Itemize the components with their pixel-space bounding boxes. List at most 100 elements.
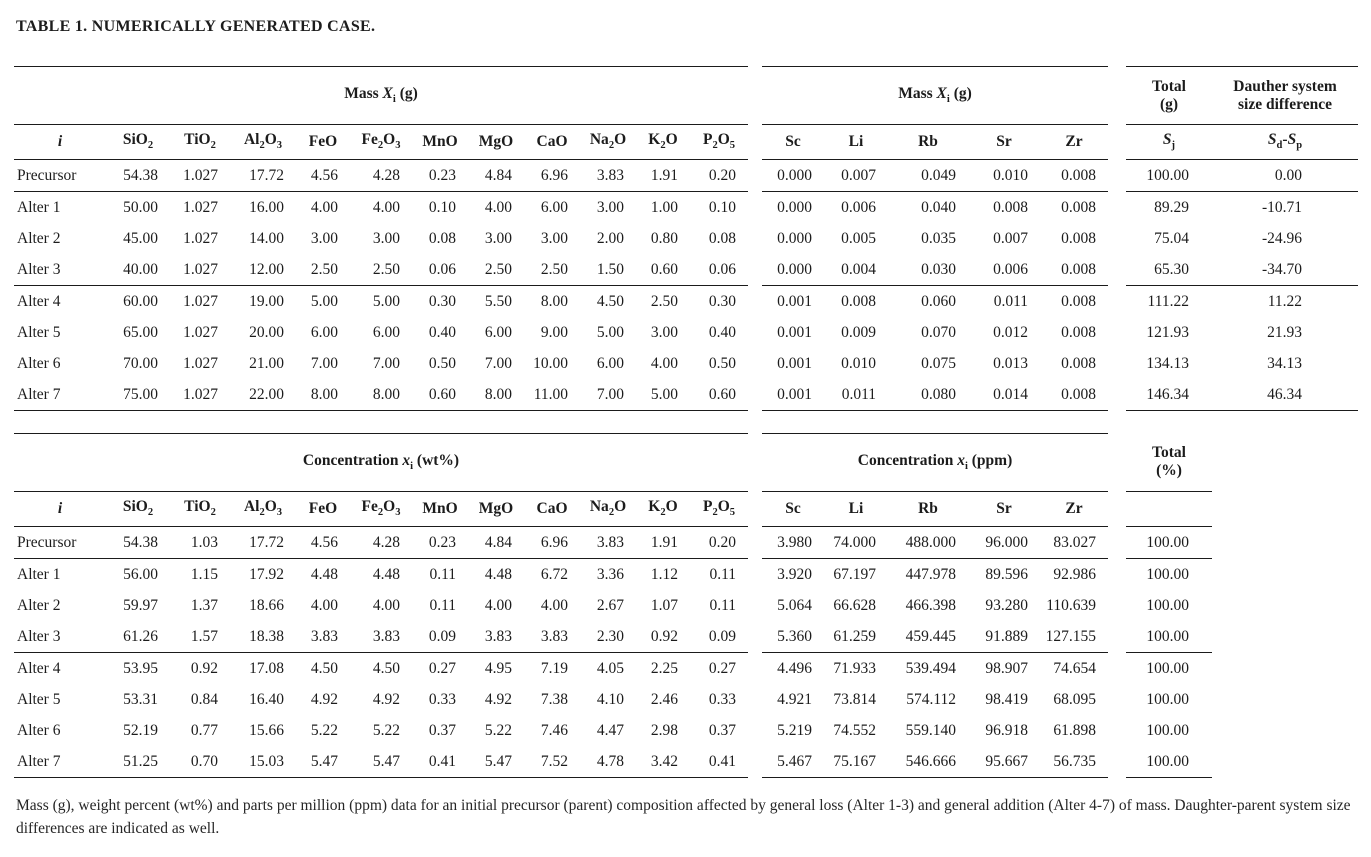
major-element-cell: 5.47 [296,746,350,778]
spacer [1212,746,1358,778]
total-cell: 75.04 [1154,229,1189,247]
trace-element-cell: 0.035 [921,229,956,247]
row-label: Alter 5 [17,690,61,708]
major-element-cell: 5.47 [468,746,524,778]
group-header-majors-wtpct: Concentration xi (wt%) [14,433,748,492]
major-element-cell: 0.10 [708,198,736,216]
major-element-cell: 1.91 [636,159,690,192]
spacer [748,192,762,224]
column-header: K2O [636,124,690,160]
trace-element-cell: 0.008 [1040,159,1108,192]
major-element-cell: 2.50 [296,254,350,286]
trace-element-cell: 0.004 [824,254,888,286]
trace-element-cell: 0.060 [921,292,956,310]
major-element-cell: 70.00 [123,354,158,372]
major-element-cell: 4.00 [372,198,400,216]
major-element-cell: 6.00 [484,323,512,341]
spacer [1108,125,1126,160]
table-row: Alter 7 75.00 1.027 22.00 8.00 8.00 0.60 8.00 11… [14,379,1358,411]
major-element-cell: 52.19 [123,721,158,739]
total-cell: 100.00 [1146,690,1189,708]
major-element-cell: 53.95 [123,659,158,677]
major-element-cell: 54.38 [106,526,170,559]
major-element-cell: 2.46 [650,690,678,708]
major-element-cell: 1.37 [190,596,218,614]
major-element-cell: 20.00 [249,323,284,341]
trace-element-cell: 0.008 [1061,292,1096,310]
major-element-cell: 17.72 [230,526,296,559]
major-element-cell: 4.00 [484,596,512,614]
total-cell: 100.00 [1126,746,1212,778]
trace-element-cell: 0.001 [777,292,812,310]
spacer [1108,192,1126,224]
trace-element-cell: 74.552 [833,721,876,739]
column-header: MgO [468,124,524,160]
major-element-cell: 8.00 [468,379,524,411]
table-row: Alter 5 53.31 0.84 16.40 4.92 4.92 0.33 4.92 7.3… [14,684,1358,715]
trace-element-cell: 96.918 [985,721,1028,739]
major-element-cell: 1.027 [183,229,218,247]
trace-element-cell: 0.009 [841,323,876,341]
spacer [748,348,762,379]
major-element-cell: 5.22 [484,721,512,739]
major-element-cell: 0.60 [690,379,748,411]
page-title: TABLE 1. NUMERICALLY GENERATED CASE. [16,18,376,35]
major-element-cell: 4.50 [372,659,400,677]
major-element-cell: 2.98 [650,721,678,739]
major-element-cell: 4.50 [596,292,624,310]
major-element-cell: 4.00 [310,596,338,614]
major-element-cell: 3.83 [468,621,524,653]
row-label: Precursor [14,526,106,559]
size-diff-subheader: Sd-Sp [1212,124,1358,160]
major-element-cell: 8.00 [350,379,412,411]
major-element-cell: 7.46 [540,721,568,739]
column-header: MnO [412,491,468,527]
trace-element-cell: 0.001 [777,323,812,341]
trace-element-cell: 0.007 [824,159,888,192]
major-element-cell: 0.50 [428,354,456,372]
major-element-cell: 4.92 [372,690,400,708]
row-label: Alter 3 [14,254,106,286]
major-element-cell: 51.25 [106,746,170,778]
major-element-cell: 0.37 [708,721,736,739]
major-element-cell: 1.07 [650,596,678,614]
column-header: Al2O3 [230,124,296,160]
spacer [1108,348,1126,379]
column-header: CaO [524,491,580,527]
major-element-cell: 3.00 [540,229,568,247]
total-cell: 100.00 [1146,596,1189,614]
spacer [1212,621,1358,653]
concentration-table: Concentration xi (wt%) Concentration xi … [14,433,1358,778]
trace-element-cell: 68.095 [1053,690,1096,708]
major-element-cell: 0.06 [412,254,468,286]
row-label: Alter 3 [14,621,106,653]
major-element-cell: 22.00 [230,379,296,411]
major-element-cell: 17.08 [249,659,284,677]
major-element-cell: 0.33 [708,690,736,708]
major-element-cell: 0.27 [708,659,736,677]
major-element-cell: 0.20 [690,159,748,192]
major-element-cell: 4.48 [372,565,400,583]
spacer [1212,590,1358,621]
group-header-traces-mass: Mass Xi (g) [762,66,1108,125]
table-row: Alter 7 51.25 0.70 15.03 5.47 5.47 0.41 5.47 7.5… [14,746,1358,778]
trace-element-cell: 466.398 [905,596,956,614]
trace-element-cell: 74.654 [1053,659,1096,677]
trace-element-cell: 3.920 [777,565,812,583]
spacer [748,684,762,715]
trace-element-cell: 0.001 [762,379,824,411]
major-element-cell: 17.72 [230,159,296,192]
trace-element-cell: 89.596 [985,565,1028,583]
size-diff-cell: 11.22 [1267,292,1302,310]
trace-element-cell: 0.080 [888,379,968,411]
major-element-cell: 4.56 [296,159,350,192]
spacer [1212,715,1358,746]
major-element-cell: 7.38 [540,690,568,708]
mass-table-body: Precursor 54.38 1.027 17.72 4.56 4.28 0.23 4.84… [14,159,1358,411]
major-element-cell: 4.48 [310,565,338,583]
major-element-cell: 15.66 [249,721,284,739]
row-label: Alter 4 [17,292,61,310]
spacer [1108,492,1126,527]
spacer [748,434,762,492]
spacer [1212,559,1358,591]
